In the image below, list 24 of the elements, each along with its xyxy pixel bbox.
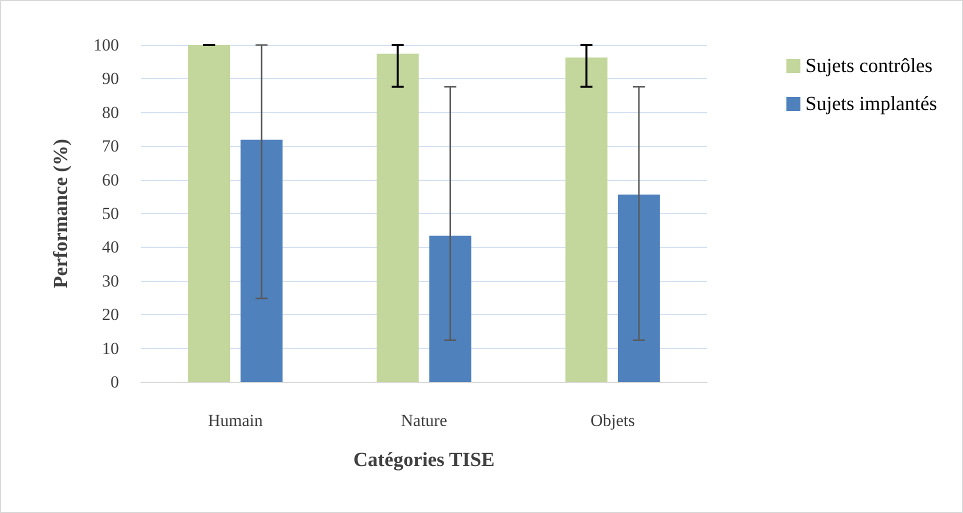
y-tick-label: 80	[102, 102, 119, 122]
bar	[240, 140, 283, 382]
y-axis-title: Performance (%)	[50, 138, 72, 288]
y-tick-label: 60	[102, 170, 119, 190]
bar	[618, 194, 660, 382]
bar	[188, 45, 230, 382]
x-tick-label: Objets	[590, 411, 635, 430]
x-axis-title: Catégories TISE	[353, 449, 495, 471]
bar	[376, 54, 419, 382]
x-tick-label: Humain	[208, 411, 264, 430]
x-tick-label: Nature	[400, 411, 448, 430]
legend-label: Sujets implantés	[805, 93, 938, 115]
y-tick-label: 30	[102, 271, 119, 290]
bar	[565, 57, 608, 382]
y-tick-label: 0	[110, 372, 119, 392]
y-tick-label: 90	[102, 69, 119, 88]
y-tick-label: 40	[102, 238, 119, 257]
y-tick-label: 70	[102, 136, 119, 156]
y-tick-label: 10	[102, 338, 119, 358]
y-tick-label: 100	[94, 36, 119, 54]
y-tick-label: 20	[102, 305, 119, 324]
bar	[429, 236, 472, 382]
legend-label: Sujets contrôles	[805, 55, 933, 77]
y-tick-label: 50	[102, 204, 119, 223]
